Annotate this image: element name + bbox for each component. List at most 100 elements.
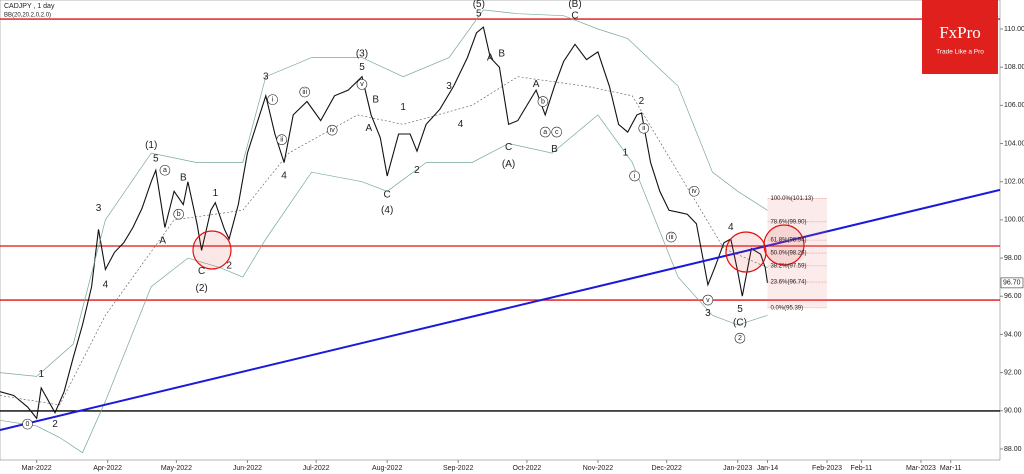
wave-circle — [299, 86, 310, 98]
wave-label: B — [551, 144, 558, 155]
wave-label: i — [272, 96, 274, 103]
bollinger-middle — [0, 76, 768, 406]
wave-label: 0 — [26, 421, 30, 428]
x-tick-label: Jan-14 — [757, 465, 779, 472]
wave-label: c — [555, 129, 559, 136]
wave-circle — [688, 185, 700, 197]
logo-box — [922, 0, 998, 74]
wave-label: 5 — [737, 304, 743, 315]
wave-label: A — [487, 52, 494, 63]
wave-label: A — [533, 79, 540, 90]
wave-label: 3 — [446, 81, 452, 92]
wave-circle — [173, 208, 184, 220]
wave-label: B — [372, 94, 379, 105]
wave-circle — [665, 231, 677, 243]
x-tick-label: Jun-2022 — [233, 465, 262, 472]
wave-label: 2 — [52, 419, 58, 430]
y-tick-label: 100.00 — [1004, 217, 1024, 224]
y-tick-label: 106.00 — [1004, 102, 1024, 109]
wave-label: (B) — [568, 0, 581, 10]
wave-label: (5) — [473, 0, 485, 10]
wave-label: iii — [669, 234, 674, 241]
wave-circle — [22, 418, 33, 430]
wave-label: b — [177, 211, 181, 218]
wave-label: 5 — [476, 8, 482, 19]
y-tick-label: 94.00 — [1004, 331, 1022, 338]
chart-title: CADJPY , 1 day — [4, 3, 55, 10]
x-tick-label: Sep-2022 — [443, 465, 473, 472]
y-tick-label: 104.00 — [1004, 140, 1024, 147]
wave-label: ii — [642, 125, 646, 132]
wave-label: 2 — [639, 96, 645, 107]
wave-label: 4 — [103, 279, 109, 290]
x-tick-label: Nov-2022 — [583, 465, 613, 472]
logo-tagline: Trade Like a Pro — [936, 49, 984, 56]
x-tick-label: Jul-2022 — [303, 465, 330, 472]
wave-label: a — [163, 167, 167, 174]
wave-label: C — [505, 142, 512, 153]
x-tick-label: Apr-2022 — [93, 465, 122, 472]
wave-label: 5 — [153, 153, 159, 164]
wave-label: 2 — [738, 335, 742, 342]
wave-label: ii — [280, 137, 284, 144]
fib-label: 23.6%(96.74) — [770, 280, 806, 286]
wave-label: i — [634, 173, 636, 180]
wave-label: 3 — [705, 308, 711, 319]
wave-circle — [326, 124, 338, 136]
wave-label: 1 — [38, 369, 44, 380]
y-tick-label: 102.00 — [1004, 179, 1024, 186]
wave-label: v — [706, 297, 710, 304]
wave-label: 5 — [359, 62, 365, 73]
wave-label: 4 — [281, 171, 287, 182]
x-tick-label: Feb-2023 — [812, 465, 842, 472]
wave-circle — [276, 134, 288, 146]
wave-label: (A) — [502, 159, 515, 170]
wave-label: a — [543, 129, 547, 136]
x-tick-label: May-2022 — [161, 465, 192, 472]
trend-line — [0, 188, 1001, 431]
wave-label: 1 — [623, 148, 629, 159]
highlight-circle — [763, 224, 805, 266]
fib-label: 100.0%(101.13) — [770, 196, 813, 202]
y-tick-label: 110.00 — [1004, 26, 1024, 33]
wave-label: 4 — [458, 119, 464, 130]
x-tick-label: Feb-11 — [851, 465, 873, 472]
wave-circle — [734, 332, 746, 344]
wave-circle — [702, 294, 714, 306]
x-tick-label: Aug-2022 — [372, 465, 402, 472]
wave-label: b — [541, 98, 545, 105]
y-tick-label: 98.00 — [1004, 255, 1022, 262]
wave-label: 2 — [414, 165, 420, 176]
chart-subtitle: BB(20,20.2,0,2.0) — [4, 13, 51, 19]
price-line — [0, 26, 769, 420]
wave-label: (C) — [733, 318, 747, 329]
x-tick-label: Mar-11 — [940, 465, 962, 472]
wave-label: 3 — [96, 203, 102, 214]
x-tick-label: Mar-2023 — [906, 465, 936, 472]
wave-label: iv — [692, 188, 698, 195]
wave-label: iii — [302, 89, 307, 96]
wave-label: (3) — [356, 48, 368, 59]
x-tick-label: Oct-2022 — [513, 465, 542, 472]
wave-circle — [551, 126, 563, 138]
wave-label: 1 — [213, 188, 219, 199]
wave-label: iv — [330, 127, 336, 134]
y-tick-label: 88.00 — [1004, 446, 1022, 453]
wave-label: A — [366, 123, 373, 134]
wave-label: 3 — [263, 71, 269, 82]
wave-label: C — [198, 266, 205, 277]
wave-label: A — [159, 236, 166, 247]
wave-label: 1 — [400, 102, 406, 113]
x-tick-label: Jan-2023 — [723, 465, 752, 472]
last-price-box — [1000, 277, 1024, 289]
wave-label: 2 — [226, 260, 232, 271]
logo-name: FxPro — [939, 23, 981, 42]
y-tick-label: 92.00 — [1004, 369, 1022, 376]
wave-circle — [629, 170, 640, 182]
bollinger-band — [0, 9, 768, 377]
wave-label: (4) — [381, 205, 393, 216]
y-tick-label: 96.00 — [1004, 293, 1022, 300]
y-tick-label: 108.00 — [1004, 64, 1024, 71]
fib-label: 0.0%(95.39) — [770, 305, 803, 311]
